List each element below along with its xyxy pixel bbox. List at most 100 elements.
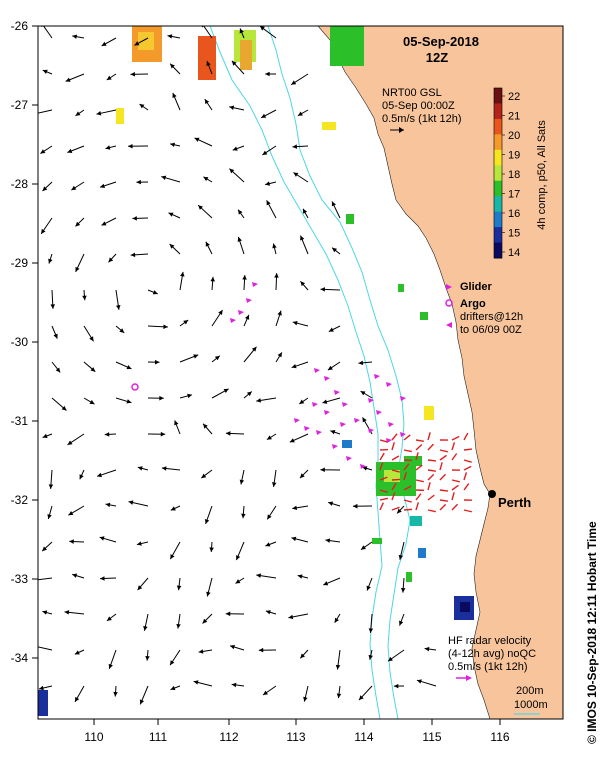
- hf-radar-arrow: [451, 484, 459, 491]
- hf-radar-arrow: [379, 452, 385, 461]
- drifter-track-mark: [400, 432, 406, 437]
- current-arrowhead: [159, 395, 164, 401]
- current-arrowhead: [239, 28, 244, 34]
- current-arrowhead: [152, 290, 158, 295]
- hf-radar-arrow: [427, 494, 435, 501]
- current-arrowhead: [291, 536, 297, 542]
- current-arrowhead: [170, 554, 175, 560]
- x-tick-label: 116: [490, 730, 509, 744]
- current-arrowhead: [259, 26, 265, 31]
- current-arrowhead: [72, 573, 78, 578]
- current-arrowhead: [322, 399, 328, 404]
- y-tick-label: -32: [11, 493, 29, 507]
- hf-radar-arrow: [439, 489, 449, 492]
- current-arrowhead: [168, 212, 174, 217]
- gsl-scale: 0.5m/s (1kt 12h): [382, 113, 461, 125]
- current-arrowhead: [50, 304, 56, 309]
- current-arrowhead: [291, 363, 297, 369]
- current-arrowhead: [100, 183, 105, 189]
- hf-radar-arrow: [403, 508, 413, 511]
- current-arrow: [42, 26, 53, 39]
- current-arrowhead: [292, 144, 298, 149]
- hf-radar-arrow: [415, 439, 425, 442]
- colorbar-segment: [494, 134, 502, 151]
- current-arrowhead: [97, 472, 103, 478]
- drifters-legend-label: drifters@12h: [460, 311, 523, 323]
- current-arrowhead: [40, 149, 46, 154]
- current-arrowhead: [136, 541, 142, 546]
- current-arrowhead: [132, 216, 137, 221]
- sst-colorbar: 22 21 20 19 18 17 16 15 14: [493, 87, 520, 259]
- current-arrowhead: [108, 663, 113, 669]
- current-arrowhead: [332, 247, 338, 253]
- current-arrowhead: [241, 513, 246, 519]
- hf-radar-arrow: [403, 499, 412, 503]
- hf-radar-arrow: [463, 465, 472, 471]
- isobath-200m-label: 200m: [516, 685, 544, 697]
- current-arrowhead: [265, 71, 270, 77]
- current-arrowhead: [203, 423, 208, 429]
- colorbar-segment: [494, 242, 502, 259]
- current-arrowhead: [176, 585, 182, 591]
- current-arrowhead: [223, 388, 229, 394]
- current-arrowhead: [42, 610, 48, 615]
- drifter-track-mark: [324, 376, 330, 381]
- current-arrowhead: [154, 359, 160, 365]
- current-arrowhead: [119, 328, 125, 333]
- hf-radar-arrow: [427, 509, 436, 513]
- current-arrowhead: [331, 201, 336, 207]
- current-arrowhead: [265, 610, 271, 615]
- colorbar-segment: [494, 103, 502, 120]
- current-arrowhead: [239, 479, 245, 485]
- hf-radar-arrow: [391, 492, 396, 501]
- drifter-track-mark: [246, 298, 252, 303]
- hf-radar-arrow: [391, 433, 398, 441]
- glider-legend-label: Glider: [460, 281, 493, 293]
- hf-radar-arrow: [403, 434, 411, 441]
- current-arrowhead: [300, 653, 306, 659]
- current-arrowhead: [101, 41, 107, 46]
- current-arrowhead: [48, 258, 53, 264]
- current-arrowhead: [163, 324, 168, 330]
- colorbar-tick-label: 20: [508, 130, 520, 142]
- y-tick-label: -27: [11, 98, 29, 112]
- current-arrowhead: [358, 360, 364, 366]
- current-arrowhead: [231, 682, 237, 688]
- drifter-track-mark: [340, 422, 346, 427]
- argo-float-marker: [131, 383, 139, 391]
- current-arrowhead: [74, 650, 80, 655]
- current-arrowhead: [71, 185, 77, 191]
- x-tick-label: 110: [84, 730, 103, 744]
- current-arrowhead: [320, 287, 325, 292]
- current-arrowhead: [352, 503, 358, 509]
- current-arrowhead: [82, 295, 87, 301]
- current-arrowhead: [75, 221, 81, 227]
- current-arrowhead: [75, 111, 81, 116]
- current-arrow: [203, 26, 213, 39]
- current-arrowhead: [368, 654, 373, 660]
- hf-radar-arrow: [379, 476, 388, 481]
- hf-radar-arrow: [379, 439, 388, 443]
- current-arrowhead: [209, 547, 214, 552]
- current-arrowhead: [291, 80, 297, 85]
- hf-radar-arrow: [463, 432, 469, 441]
- current-arrowhead: [105, 502, 111, 508]
- current-arrowhead: [38, 685, 44, 691]
- y-tick-label: -34: [11, 651, 29, 665]
- drifter-track-mark: [388, 422, 394, 427]
- current-arrowhead: [174, 420, 179, 426]
- gsl-time: 05-Sep 00:00Z: [382, 100, 455, 112]
- current-arrowhead: [143, 625, 148, 631]
- current-arrowhead: [106, 75, 112, 80]
- current-arrowhead: [229, 168, 235, 174]
- current-arrowhead: [246, 391, 252, 397]
- current-arrowhead: [42, 186, 48, 192]
- current-arrowhead: [55, 367, 61, 373]
- x-tick-label: 115: [422, 730, 441, 744]
- current-arrowhead: [266, 435, 272, 440]
- current-arrowhead: [89, 336, 94, 342]
- colorbar-segment: [494, 88, 502, 104]
- hf-radar-arrow: [451, 503, 459, 511]
- hf-radar-arrow: [451, 453, 458, 461]
- current-arrowhead: [170, 506, 176, 511]
